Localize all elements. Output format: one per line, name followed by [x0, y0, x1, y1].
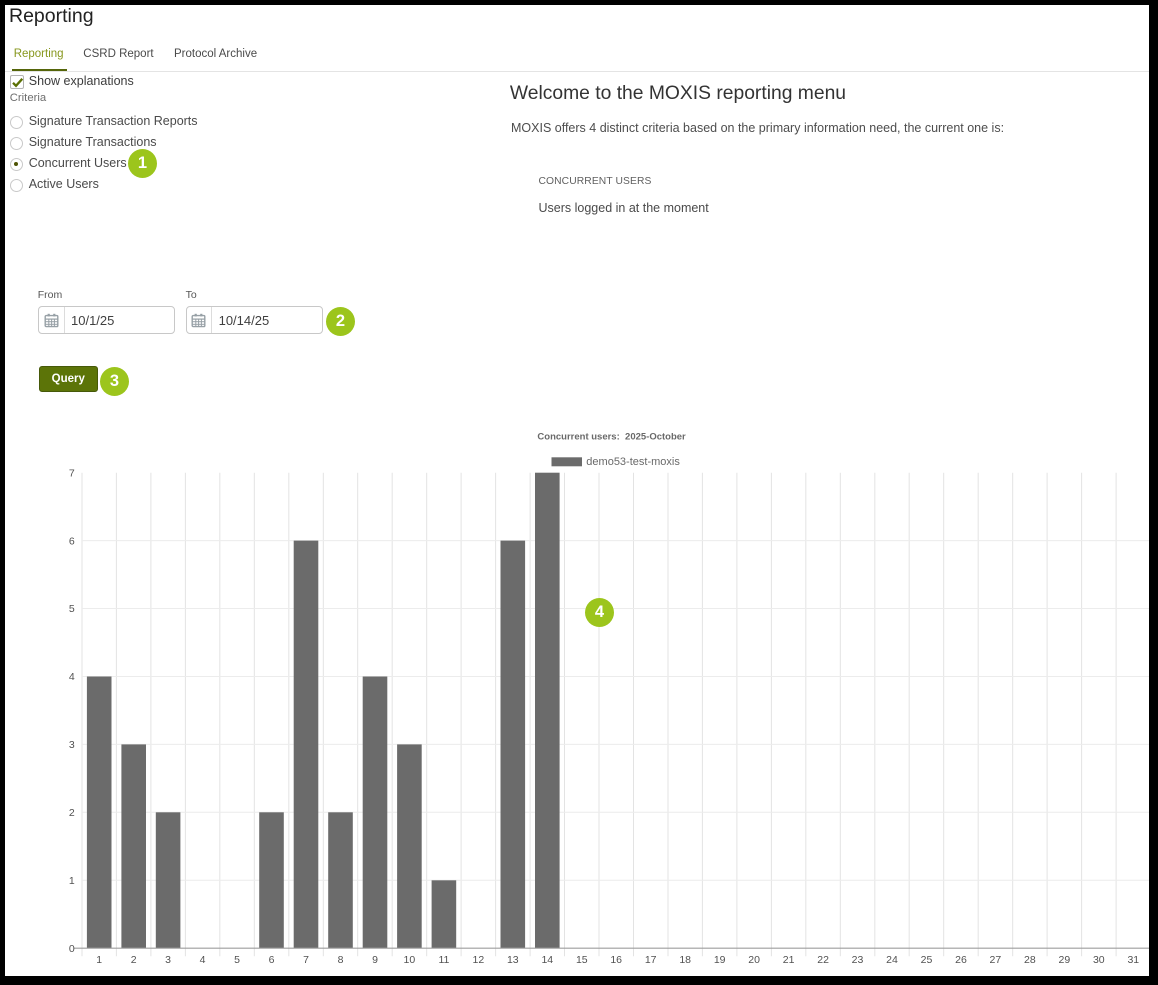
svg-text:30: 30 [1093, 954, 1105, 966]
svg-text:8: 8 [338, 954, 344, 966]
svg-text:4: 4 [69, 671, 75, 683]
svg-text:1: 1 [69, 875, 75, 887]
svg-text:27: 27 [990, 954, 1002, 966]
svg-text:24: 24 [886, 954, 898, 966]
svg-text:12: 12 [473, 954, 485, 966]
svg-text:3: 3 [165, 954, 171, 966]
svg-text:5: 5 [234, 954, 240, 966]
svg-text:23: 23 [852, 954, 864, 966]
svg-text:2: 2 [131, 954, 137, 966]
svg-text:17: 17 [645, 954, 657, 966]
svg-text:6: 6 [69, 535, 75, 547]
svg-text:22: 22 [817, 954, 829, 966]
svg-text:31: 31 [1127, 954, 1139, 966]
svg-text:10: 10 [404, 954, 416, 966]
svg-text:2: 2 [69, 807, 75, 819]
svg-text:19: 19 [714, 954, 726, 966]
svg-text:7: 7 [69, 467, 75, 479]
svg-text:3: 3 [69, 739, 75, 751]
svg-text:7: 7 [303, 954, 309, 966]
svg-text:29: 29 [1059, 954, 1071, 966]
svg-text:13: 13 [507, 954, 519, 966]
svg-text:11: 11 [438, 954, 449, 966]
svg-text:6: 6 [269, 954, 275, 966]
svg-text:15: 15 [576, 954, 588, 966]
svg-text:20: 20 [748, 954, 760, 966]
svg-text:28: 28 [1024, 954, 1036, 966]
svg-text:9: 9 [372, 954, 378, 966]
svg-text:16: 16 [610, 954, 622, 966]
svg-text:21: 21 [783, 954, 795, 966]
svg-text:26: 26 [955, 954, 967, 966]
svg-text:4: 4 [200, 954, 206, 966]
svg-text:1: 1 [96, 954, 102, 966]
svg-text:5: 5 [69, 603, 75, 615]
svg-text:0: 0 [69, 943, 75, 955]
svg-text:demo53-test-moxis: demo53-test-moxis [586, 456, 680, 468]
svg-text:18: 18 [679, 954, 691, 966]
svg-text:Concurrent users: 2025-Octobe: Concurrent users: 2025-October [537, 431, 686, 442]
svg-text:14: 14 [541, 954, 553, 966]
svg-text:25: 25 [921, 954, 933, 966]
